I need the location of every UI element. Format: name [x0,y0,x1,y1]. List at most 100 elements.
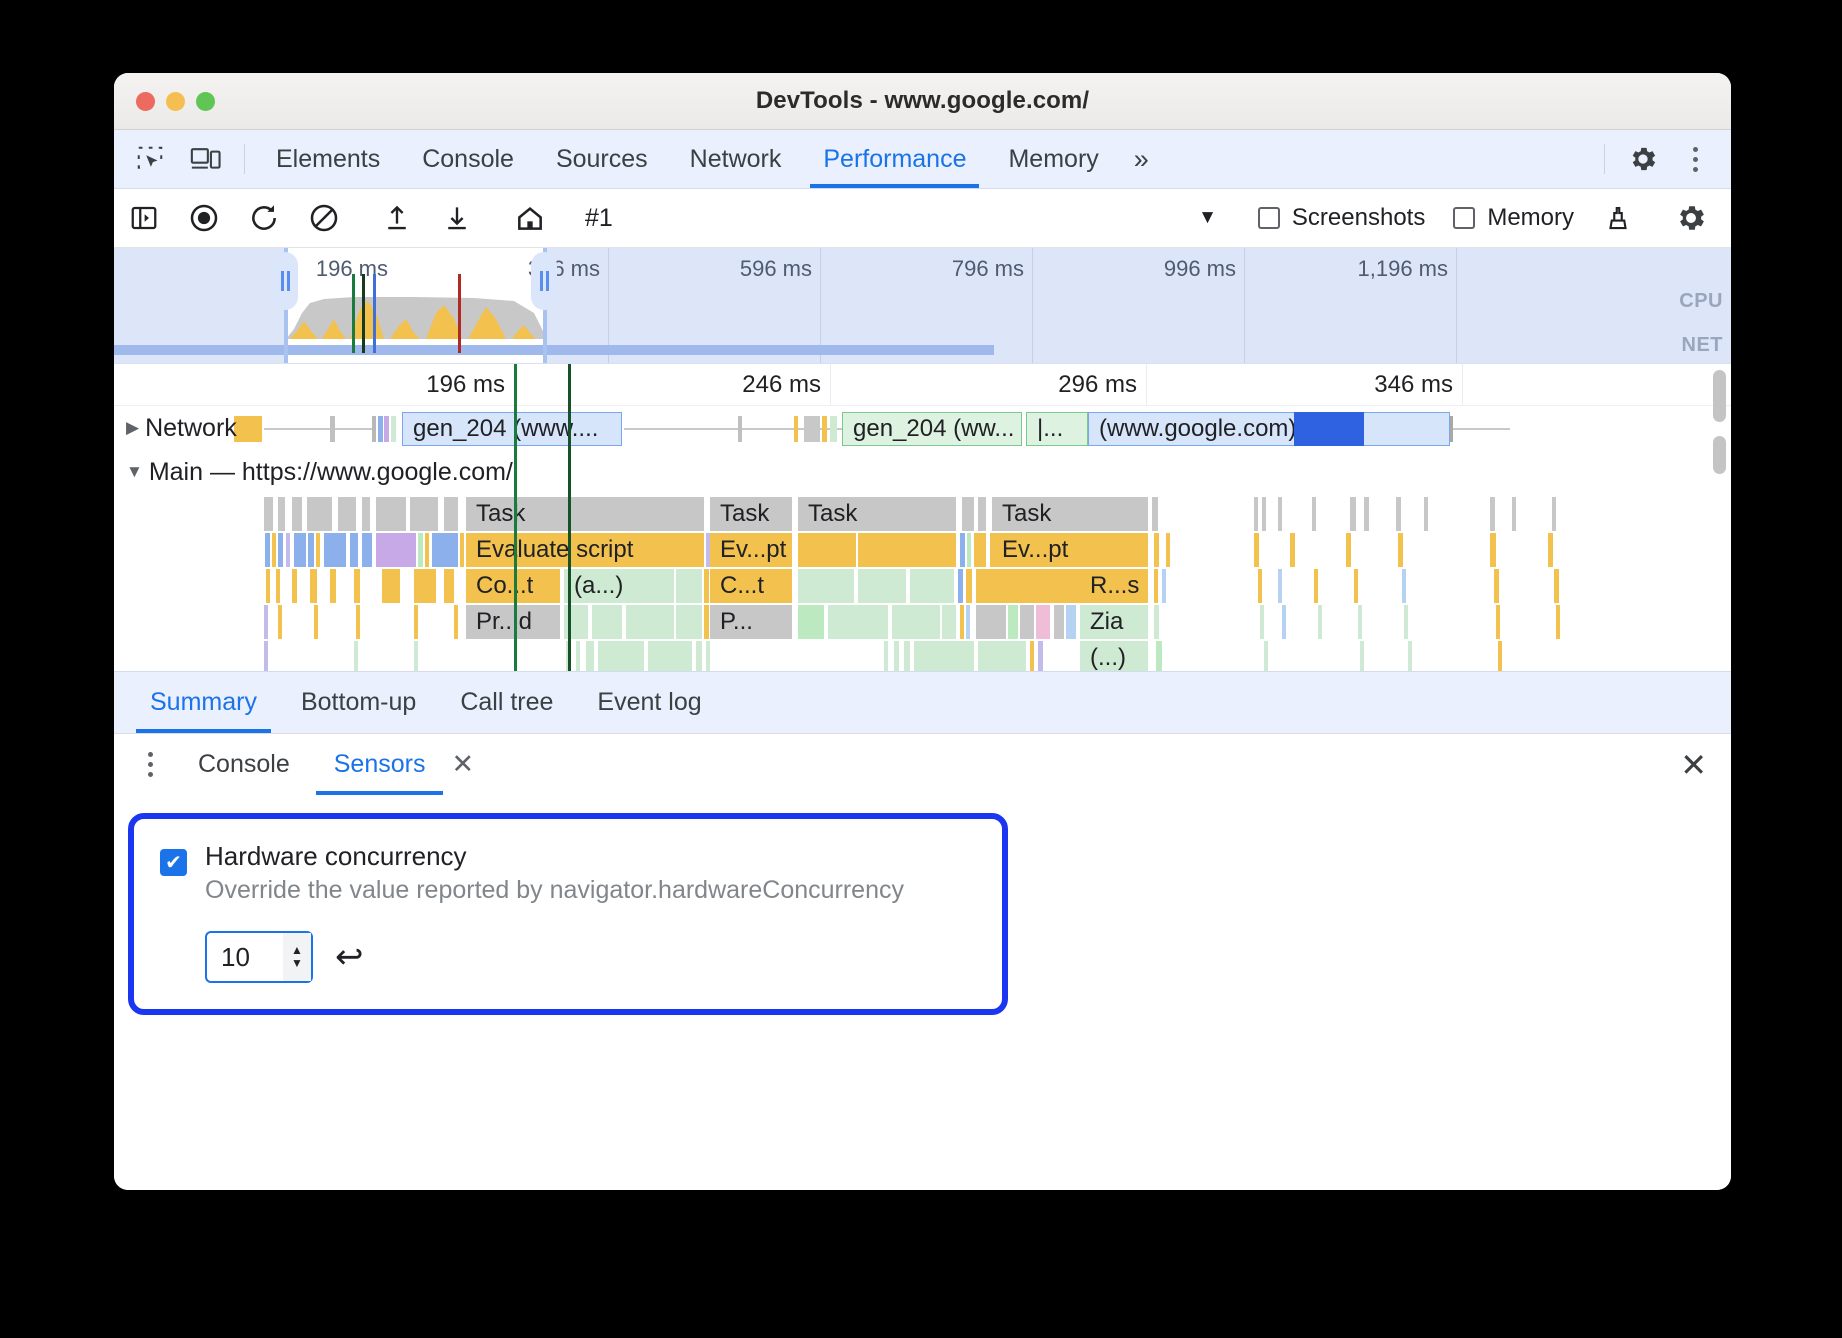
flame-block-compile-0[interactable]: Co...t [466,569,560,603]
overview-tick-0: 196 ms [315,256,388,281]
cpu-usage-graph [286,297,547,339]
settings-gear-icon[interactable] [1615,130,1671,188]
home-icon[interactable] [500,202,560,234]
more-tabs-chevron-icon[interactable]: » [1133,143,1149,174]
net-track-label: NET [1681,334,1723,356]
network-request-0[interactable]: gen_204 (www.... [402,412,622,446]
reload-and-record-icon[interactable] [234,202,294,234]
show-sidebar-icon[interactable] [114,203,174,233]
drawer-tab-sensors[interactable]: Sensors [312,734,448,795]
flame-row-3[interactable]: Pr...d P... Zia [114,604,1731,640]
tab-event-log[interactable]: Event log [597,688,702,716]
tabstrip-divider [244,144,245,174]
garbage-collect-icon[interactable] [1588,203,1648,233]
flame-scrollbar-thumb-top[interactable] [1713,370,1726,422]
hardware-concurrency-description: Override the value reported by navigator… [205,876,904,904]
lcp-vertical-line [568,364,571,671]
expand-triangle-icon[interactable]: ▶ [126,418,140,437]
flame-block-evaluate-script-2[interactable]: Ev...pt [992,533,1148,567]
flame-block-evaluate-script-1[interactable]: Ev...pt [710,533,792,567]
hardware-concurrency-value[interactable]: 10 [221,941,250,972]
network-overview-bar [114,345,994,355]
details-tabbar: Summary Bottom-up Call tree Event log [114,671,1731,733]
flame-block-parse-1[interactable]: P... [710,605,792,639]
screenshots-checkbox-box[interactable] [1257,207,1280,229]
hardware-concurrency-stepper[interactable]: 10 ▲ ▼ [205,931,313,983]
hardware-concurrency-spinner[interactable]: ▲ ▼ [283,933,311,981]
tab-performance[interactable]: Performance [802,130,987,188]
flame-row-1[interactable]: Evaluate script Ev...pt Ev...pt [114,532,1731,568]
overview-left-handle[interactable] [272,252,298,310]
memory-checkbox-box[interactable] [1453,207,1476,229]
flame-block-evaluate-script-0[interactable]: Evaluate script [466,533,704,567]
maximize-window-button[interactable] [196,91,215,111]
inspect-element-icon[interactable] [122,130,178,188]
flame-row-4[interactable]: (...) [114,640,1731,671]
overview-right-handle[interactable] [531,252,557,310]
overview-tick-3: 796 ms [951,256,1024,281]
overview-tick-5: 1,196 ms [1357,256,1449,281]
reset-hardware-concurrency-icon[interactable]: ↩ [335,938,364,976]
main-track-header-row[interactable]: ▼ Main — https://www.google.com/ [114,450,1731,496]
device-toolbar-icon[interactable] [178,130,234,188]
network-request-2[interactable]: |... [1026,412,1088,446]
tab-elements[interactable]: Elements [276,144,381,173]
collapse-triangle-icon[interactable]: ▼ [126,462,143,481]
tab-summary[interactable]: Summary [128,672,279,733]
hardware-concurrency-title: Hardware concurrency [205,841,467,871]
flame-block-task-2[interactable]: Task [798,497,956,531]
fcp-vertical-line [514,364,517,671]
flame-block-compile-1[interactable]: C...t [710,569,792,603]
hardware-concurrency-checkbox[interactable]: ✔ [160,849,187,876]
more-options-kebab-icon[interactable] [1671,130,1719,188]
flame-block-task-1[interactable]: Task [710,497,792,531]
flame-block-task-3[interactable]: Task [992,497,1148,531]
tab-bottom-up[interactable]: Bottom-up [300,688,417,716]
memory-label: Memory [1487,204,1574,231]
flame-block-zia[interactable]: Zia [1080,605,1148,639]
flame-block-task-0[interactable]: Task [466,497,704,531]
tab-call-tree[interactable]: Call tree [460,688,554,716]
main-track-header[interactable]: ▼ Main — https://www.google.com/ [126,450,513,494]
minimize-window-button[interactable] [166,91,185,111]
network-track[interactable]: gen_204 (www.... gen_204 (ww... |... (ww… [114,406,1731,450]
capture-settings-gear-icon[interactable] [1661,201,1721,235]
flame-scrollbar-thumb-bottom[interactable] [1713,436,1726,474]
stepper-down-arrow-icon[interactable]: ▼ [291,956,303,970]
tab-memory[interactable]: Memory [1008,144,1099,173]
tab-sources[interactable]: Sources [555,144,648,173]
network-request-1[interactable]: gen_204 (ww... [842,412,1022,446]
timeline-overview[interactable]: 196 ms 396 ms 596 ms 796 ms 996 ms 1,196… [114,248,1731,363]
screenshots-checkbox[interactable]: Screenshots [1244,204,1439,232]
network-track-header[interactable]: ▶ Network [126,406,237,450]
close-sensors-tab-icon[interactable]: ✕ [451,749,475,779]
download-profile-icon[interactable] [427,203,487,233]
cpu-track-label: CPU [1679,290,1723,312]
main-track-label: Main — https://www.google.com/ [148,457,513,486]
flame-block-anon-0[interactable]: (a...) [564,569,674,603]
memory-checkbox[interactable]: Memory [1439,204,1588,232]
more-tools-icon[interactable] [124,734,176,795]
close-drawer-icon[interactable]: ✕ [1680,746,1707,783]
sensors-panel: ✔ Hardware concurrency Override the valu… [114,795,1731,1190]
main-flame-rows[interactable]: Task Task Task Task [114,496,1731,671]
overview-tick-4: 996 ms [1163,256,1236,281]
network-request-3[interactable]: (www.google.com) [1088,412,1450,446]
tab-console[interactable]: Console [422,144,514,173]
flame-row-0[interactable]: Task Task Task Task [114,496,1731,532]
flame-block-anon-1[interactable]: (...) [1080,641,1148,671]
flame-block-run-label[interactable]: R...s [1080,569,1148,603]
drawer-tab-console[interactable]: Console [198,750,290,778]
tabstrip-right-divider [1604,144,1605,174]
clear-recording-icon[interactable] [294,202,354,234]
flame-tick-0: 196 ms [426,371,505,398]
record-icon[interactable] [174,202,234,234]
flame-block-parse-0[interactable]: Pr...d [466,605,560,639]
stepper-up-arrow-icon[interactable]: ▲ [291,943,303,957]
flame-chart-panel[interactable]: 196 ms 246 ms 296 ms 346 ms gen_204 (www… [114,363,1731,671]
chevron-down-icon[interactable]: ▼ [1198,207,1217,228]
close-window-button[interactable] [136,91,155,111]
tab-network[interactable]: Network [689,144,782,173]
upload-profile-icon[interactable] [367,203,427,233]
flame-row-2[interactable]: Co...t (a...) C...t R...s [114,568,1731,604]
